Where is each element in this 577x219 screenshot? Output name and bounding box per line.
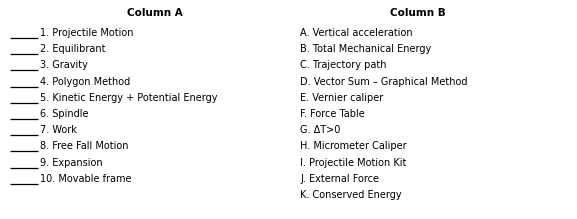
Text: J. External Force: J. External Force (300, 174, 379, 184)
Text: E. Vernier caliper: E. Vernier caliper (300, 93, 383, 103)
Text: D. Vector Sum – Graphical Method: D. Vector Sum – Graphical Method (300, 77, 467, 87)
Text: I. Projectile Motion Kit: I. Projectile Motion Kit (300, 158, 406, 168)
Text: B. Total Mechanical Energy: B. Total Mechanical Energy (300, 44, 431, 54)
Text: 3. Gravity: 3. Gravity (40, 60, 88, 70)
Text: 1. Projectile Motion: 1. Projectile Motion (40, 28, 133, 38)
Text: 7. Work: 7. Work (40, 125, 77, 135)
Text: A. Vertical acceleration: A. Vertical acceleration (300, 28, 413, 38)
Text: 5. Kinetic Energy + Potential Energy: 5. Kinetic Energy + Potential Energy (40, 93, 218, 103)
Text: 8. Free Fall Motion: 8. Free Fall Motion (40, 141, 129, 151)
Text: H. Micrometer Caliper: H. Micrometer Caliper (300, 141, 407, 151)
Text: F. Force Table: F. Force Table (300, 109, 365, 119)
Text: 4. Polygon Method: 4. Polygon Method (40, 77, 130, 87)
Text: C. Trajectory path: C. Trajectory path (300, 60, 387, 70)
Text: 9. Expansion: 9. Expansion (40, 158, 103, 168)
Text: Column A: Column A (127, 8, 183, 18)
Text: G. ΔT>0: G. ΔT>0 (300, 125, 340, 135)
Text: 10. Movable frame: 10. Movable frame (40, 174, 132, 184)
Text: K. Conserved Energy: K. Conserved Energy (300, 190, 402, 200)
Text: 6. Spindle: 6. Spindle (40, 109, 88, 119)
Text: Column B: Column B (390, 8, 446, 18)
Text: 2. Equilibrant: 2. Equilibrant (40, 44, 106, 54)
